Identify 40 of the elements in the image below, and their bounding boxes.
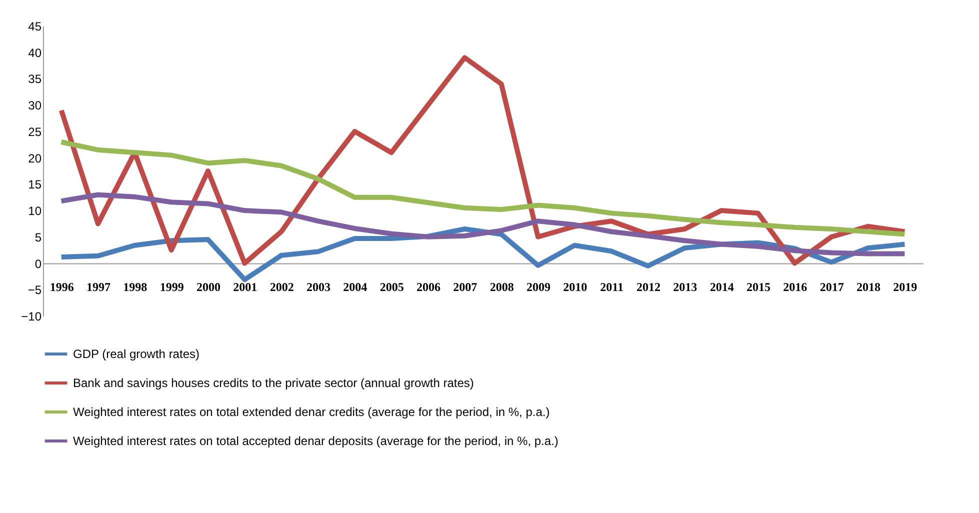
x-tick-label: 2013 [673,280,698,294]
x-tick-label: 2008 [490,280,514,294]
x-tick-label: 2015 [746,280,770,294]
y-tick-label: −5 [28,283,42,298]
y-tick-label: 5 [34,230,42,244]
x-tick-label: 1996 [50,280,74,294]
x-tick-label: 2016 [783,280,808,294]
x-tick-label: 2019 [893,280,918,294]
y-tick-label: 30 [28,98,42,113]
x-tick-label: 2017 [820,280,844,294]
y-tick-label: 35 [28,72,42,86]
x-tick-label: 2007 [453,280,478,294]
y-tick-label: 20 [28,151,42,166]
x-tick-label: 2009 [526,280,550,294]
y-tick-label: −10 [21,310,42,324]
x-tick-label: 1997 [86,280,110,294]
y-tick-label: 10 [28,204,42,218]
x-tick-label: 2014 [710,280,734,294]
x-tick-label: 2003 [306,280,330,294]
x-tick-label: 2010 [563,280,588,294]
x-tick-label: 2001 [233,280,258,294]
legend-label: GDP (real growth rates) [73,347,200,361]
x-tick-label: 1998 [123,280,148,294]
x-tick-label: 2006 [416,280,440,294]
x-tick-label: 2002 [270,280,294,294]
y-tick-label: 45 [28,20,42,34]
legend-label: Weighted interest rates on total accepted denar deposits (average for the period, in %, p.a.) [73,434,558,448]
legend-label: Weighted interest rates on total extended denar credits (average for the period, in %, p.a.) [73,405,550,419]
x-tick-label: 2011 [600,280,624,294]
legend-label: Bank and savings houses credits to the private sector (annual growth rates) [73,376,474,390]
x-tick-label: 2018 [856,280,880,294]
y-tick-label: 40 [28,46,42,60]
x-tick-label: 2004 [343,280,368,294]
x-tick-label: 2012 [636,280,660,294]
y-tick-label: 15 [28,178,42,192]
x-tick-label: 1999 [160,280,184,294]
x-tick-label: 2005 [380,280,404,294]
y-tick-label: 0 [34,256,42,271]
x-tick-label: 2000 [196,280,220,294]
y-tick-label: 25 [28,124,42,139]
